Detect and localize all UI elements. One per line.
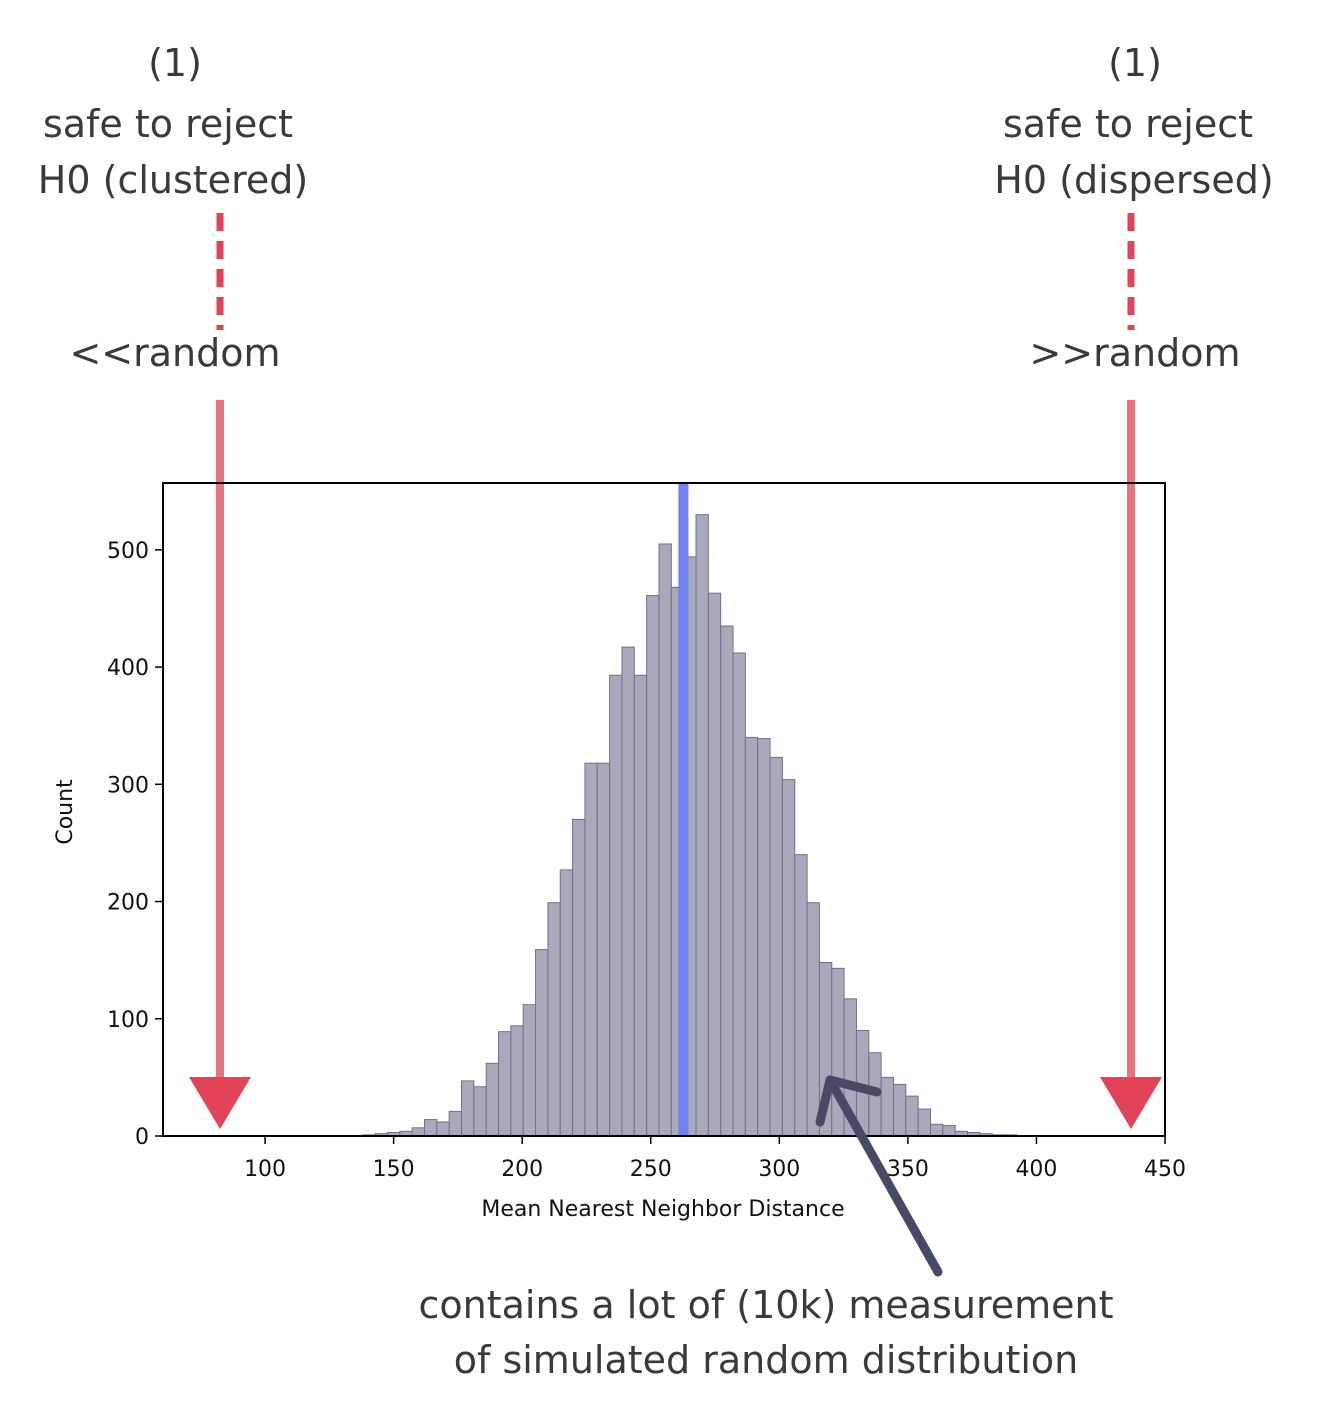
bar: [806, 902, 820, 1137]
annotation-label: <<random: [69, 331, 280, 375]
bar: [769, 756, 783, 1137]
bar: [498, 1031, 512, 1137]
annotation-line: H0 (clustered): [38, 158, 308, 202]
note-line: of simulated random distribution: [454, 1338, 1079, 1382]
annotation-line: H0 (dispersed): [994, 158, 1273, 202]
bar: [781, 779, 796, 1137]
bar: [720, 625, 734, 1137]
y-axis-label: Count: [53, 779, 78, 845]
x-tick-label: 450: [1144, 1157, 1186, 1182]
arrow-head: [189, 1077, 251, 1129]
x-tick-label: 350: [887, 1157, 929, 1182]
annotation-line: safe to reject: [1003, 102, 1253, 146]
bar: [880, 1076, 894, 1137]
bar: [892, 1083, 907, 1137]
bar: [757, 738, 771, 1137]
bar: [621, 646, 635, 1137]
bar: [461, 1080, 475, 1137]
bar: [423, 1119, 438, 1137]
bar: [905, 1095, 919, 1137]
axes-frame: [162, 482, 1166, 1137]
bar: [411, 1127, 425, 1137]
y-tick-label: 0: [135, 1125, 149, 1150]
annotation-line: (1): [148, 41, 202, 85]
bar: [448, 1110, 463, 1137]
bar: [917, 1108, 932, 1137]
arrow-head: [1100, 1077, 1162, 1129]
y-tick-label: 200: [107, 891, 149, 916]
annotation-line: (1): [1108, 41, 1162, 85]
bar: [572, 818, 586, 1137]
bar: [473, 1086, 487, 1137]
plot-area: [362, 483, 1018, 1137]
bar: [695, 514, 709, 1137]
bar: [559, 869, 574, 1137]
bar: [547, 902, 561, 1137]
arrow-head: [815, 1075, 882, 1127]
bar: [707, 592, 722, 1137]
x-tick-label: 400: [1015, 1157, 1057, 1182]
y-tick-label: 400: [107, 656, 149, 681]
annotation-line: safe to reject: [43, 102, 293, 146]
y-tick-label: 300: [107, 773, 149, 798]
arrow-line: [825, 1075, 943, 1277]
x-tick-label: 150: [373, 1157, 415, 1182]
x-tick-label: 200: [501, 1157, 543, 1182]
bar: [942, 1124, 956, 1137]
bar: [744, 736, 759, 1137]
bar: [510, 1025, 524, 1137]
y-tick-label: 500: [107, 539, 149, 564]
bar: [930, 1123, 944, 1137]
bar: [485, 1062, 500, 1137]
x-tick-label: 300: [758, 1157, 800, 1182]
bar: [646, 595, 660, 1137]
left-annotation: (1) safe to reject H0 (clustered) <<rand…: [38, 41, 308, 1129]
annotation-label: >>random: [1029, 331, 1240, 375]
bar: [732, 652, 746, 1137]
bar: [794, 854, 808, 1137]
bar: [584, 762, 598, 1137]
bar: [522, 1004, 537, 1137]
bar: [535, 949, 549, 1137]
x-tick-label: 250: [630, 1157, 672, 1182]
x-tick-label: 100: [244, 1157, 286, 1182]
y-tick-label: 100: [107, 1008, 149, 1033]
bar: [596, 762, 611, 1137]
bar: [633, 674, 648, 1137]
bar: [658, 543, 672, 1137]
note-line: contains a lot of (10k) measurement: [419, 1283, 1114, 1327]
bar: [436, 1121, 450, 1137]
bar: [609, 674, 623, 1137]
x-axis-label: Mean Nearest Neighbor Distance: [481, 1197, 844, 1222]
note-arrow: [815, 1075, 943, 1277]
right-annotation: (1) safe to reject H0 (dispersed) >>rand…: [994, 41, 1274, 1129]
